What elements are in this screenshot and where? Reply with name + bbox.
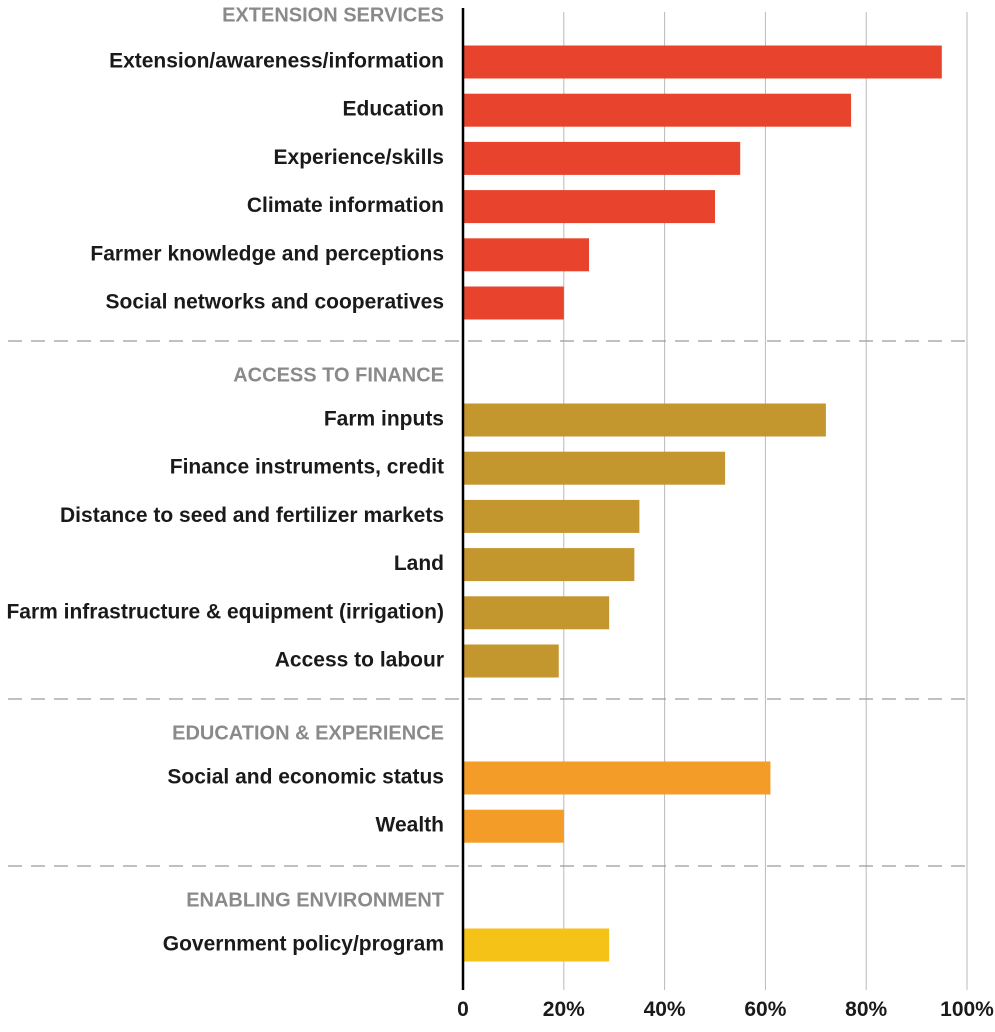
category-label: Extension/awareness/information	[109, 50, 444, 73]
category-label: Education	[342, 98, 444, 121]
group-title: EXTENSION SERVICES	[222, 4, 444, 26]
category-label: Farm inputs	[324, 408, 444, 431]
category-label: Social and economic status	[167, 766, 444, 789]
category-label: Land	[394, 552, 444, 575]
bar	[463, 809, 564, 843]
bar	[463, 93, 852, 127]
category-label: Access to labour	[275, 649, 444, 672]
x-tick-label: 100%	[940, 998, 994, 1021]
category-label: Climate information	[247, 194, 444, 217]
category-label: Experience/skills	[274, 146, 444, 169]
bar	[463, 451, 726, 485]
bar	[463, 499, 640, 533]
category-label: Social networks and cooperatives	[106, 291, 444, 314]
bar	[463, 190, 715, 224]
bar	[463, 403, 826, 437]
category-label: Distance to seed and fertilizer markets	[60, 504, 444, 527]
x-tick-label: 40%	[644, 998, 686, 1021]
group-title: ENABLING ENVIRONMENT	[186, 889, 444, 911]
group-title: EDUCATION & EXPERIENCE	[172, 722, 444, 744]
category-label: Farmer knowledge and perceptions	[90, 242, 444, 265]
category-label: Government policy/program	[163, 933, 444, 956]
x-tick-label: 60%	[744, 998, 786, 1021]
bar	[463, 238, 589, 272]
bar	[463, 928, 610, 962]
bar	[463, 45, 942, 79]
x-tick-label: 20%	[543, 998, 585, 1021]
category-label: Wealth	[376, 814, 444, 837]
x-tick-label: 0	[457, 998, 469, 1021]
group-title: ACCESS TO FINANCE	[233, 364, 444, 386]
bar	[463, 548, 635, 582]
category-label: Farm infrastructure & equipment (irrigat…	[6, 600, 444, 623]
bar	[463, 596, 610, 630]
bar	[463, 644, 559, 678]
x-tick-label: 80%	[845, 998, 887, 1021]
category-label: Finance instruments, credit	[170, 456, 444, 479]
bar	[463, 141, 741, 175]
bar	[463, 286, 564, 320]
bar	[463, 761, 771, 795]
